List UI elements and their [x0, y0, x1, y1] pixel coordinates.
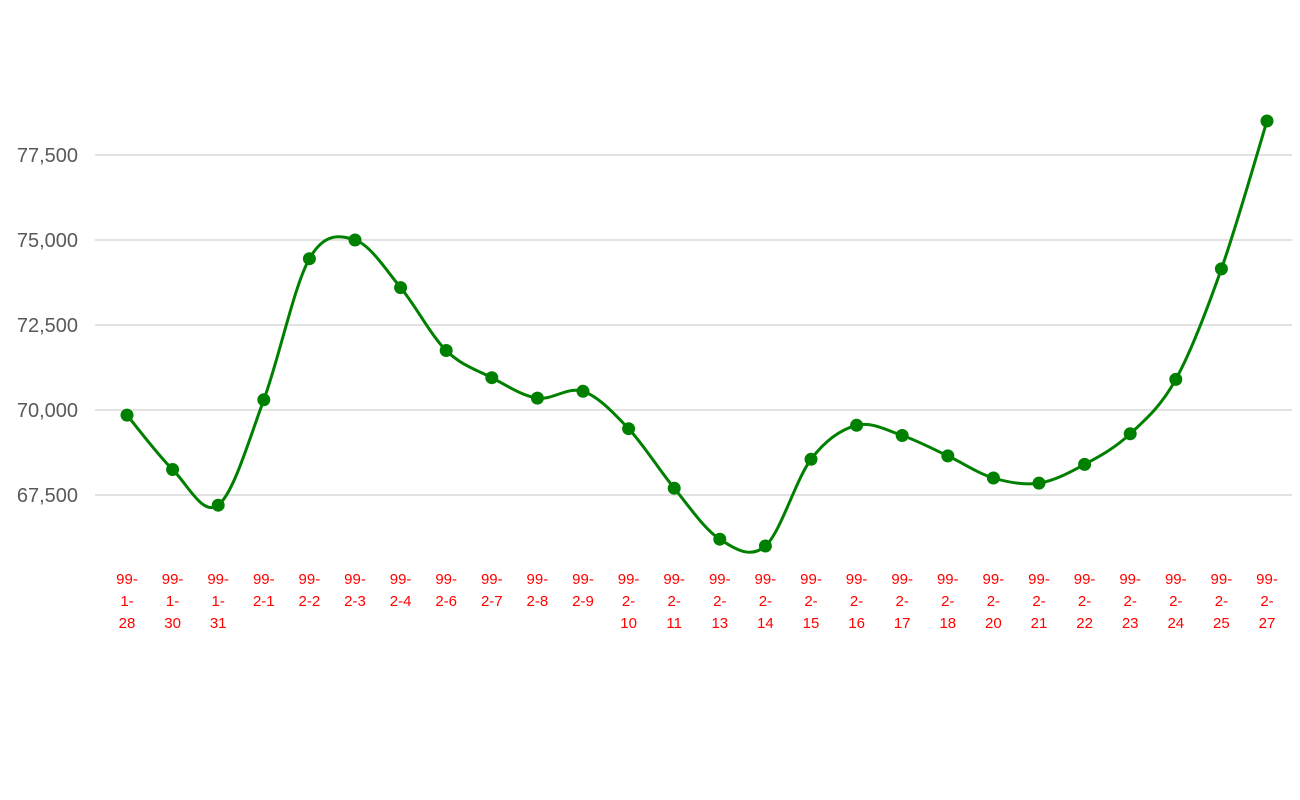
data-point	[348, 233, 362, 247]
x-tick-label: 99-2-7	[481, 571, 503, 610]
x-tick-label: 99-1-28	[116, 571, 138, 632]
x-tick-label: 99-2-25	[1211, 571, 1233, 632]
data-point	[850, 418, 864, 432]
x-tick-label: 99-2-9	[572, 571, 594, 610]
x-tick-label: 99-2-1	[253, 571, 275, 610]
data-point	[1078, 457, 1092, 471]
data-point	[895, 429, 909, 442]
data-point	[1123, 427, 1137, 441]
x-tick-label: 99-2-11	[663, 571, 685, 632]
x-tick-label: 99-2-4	[390, 571, 412, 610]
data-point	[166, 463, 180, 476]
data-point	[485, 371, 499, 385]
x-tick-label: 99-2-3	[344, 571, 366, 610]
x-tick-label: 99-2-18	[937, 571, 959, 632]
y-tick-label: 72,500	[17, 315, 78, 337]
data-point	[758, 539, 772, 553]
x-tick-label: 99-2-10	[618, 571, 640, 632]
x-tick-label: 99-2-2	[299, 571, 321, 610]
gridlines	[95, 154, 1292, 496]
data-point	[667, 481, 681, 495]
x-tick-label: 99-1-30	[162, 571, 184, 632]
data-point	[1032, 476, 1046, 490]
data-point	[120, 408, 134, 422]
data-points	[120, 114, 1274, 553]
data-point	[394, 281, 408, 295]
data-point	[211, 498, 225, 512]
x-tick-label: 99-2-8	[527, 571, 549, 610]
x-tick-label: 99-2-13	[709, 571, 731, 632]
x-tick-label: 99-2-21	[1028, 571, 1050, 632]
x-tick-label: 99-2-14	[755, 571, 777, 632]
y-tick-label: 70,000	[17, 400, 78, 422]
x-tick-label: 99-2-27	[1256, 571, 1278, 632]
x-tick-label: 99-2-6	[435, 571, 457, 610]
data-point	[622, 422, 636, 436]
data-point	[576, 384, 590, 398]
data-point	[439, 344, 453, 357]
data-point	[257, 393, 271, 407]
data-point	[1169, 372, 1183, 386]
data-point	[986, 471, 1000, 485]
y-axis-ticks: 67,500 70,000 72,500 75,000 77,500	[17, 145, 78, 507]
y-tick-label: 67,500	[17, 485, 78, 507]
data-point	[804, 452, 818, 466]
data-point	[302, 252, 316, 266]
x-tick-label: 99-2-23	[1119, 571, 1141, 632]
x-tick-label: 99-2-22	[1074, 571, 1096, 632]
x-tick-label: 99-2-20	[983, 571, 1005, 632]
data-point	[941, 449, 955, 463]
series-line	[125, 120, 1269, 554]
x-axis-ticks: 99-1-28 99-1-30 99-1-31 99-2-1 99-2-2 99-2-3 9…	[116, 571, 1278, 632]
y-tick-label: 77,500	[17, 145, 78, 167]
x-tick-label: 99-2-16	[846, 571, 868, 632]
x-tick-label: 99-1-31	[207, 571, 229, 632]
data-point	[1260, 114, 1274, 128]
data-point	[713, 532, 727, 546]
x-tick-label: 99-2-15	[800, 571, 822, 632]
data-point	[1214, 262, 1228, 276]
data-point	[530, 391, 544, 405]
y-tick-label: 75,000	[17, 230, 78, 252]
x-tick-label: 99-2-17	[891, 571, 913, 632]
x-tick-label: 99-2-24	[1165, 571, 1187, 632]
